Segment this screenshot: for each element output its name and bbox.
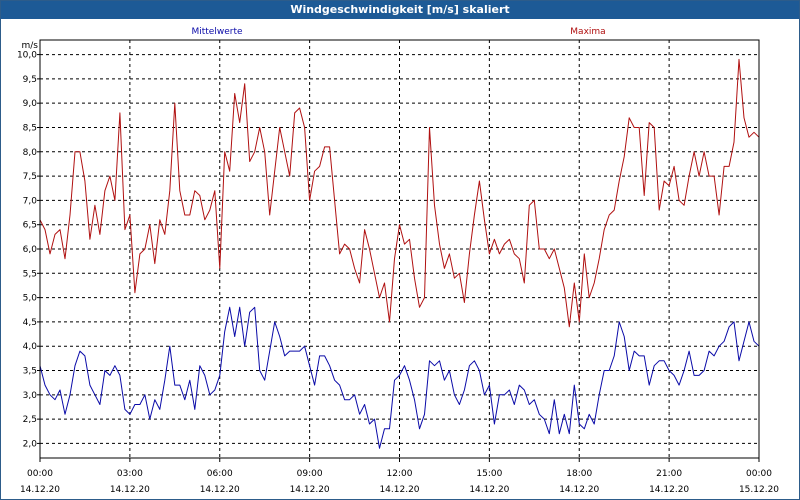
y-tick-label: 7,0 <box>23 196 38 206</box>
x-tick-time-label: 00:00 <box>746 469 772 479</box>
y-tick-label: 3,5 <box>23 367 37 377</box>
y-tick-label: 4,5 <box>23 318 37 328</box>
x-axis: 00:00 14.12.20 03:00 14.12.20 06:00 14.12.20 0… <box>20 458 779 495</box>
x-tick-time-label: 09:00 <box>297 469 323 479</box>
x-tick-date-label: 14.12.20 <box>559 485 599 495</box>
x-tick-time-label: 00:00 <box>27 469 53 479</box>
y-tick-label: 4,0 <box>23 342 38 352</box>
y-tick-label: 8,0 <box>23 148 38 158</box>
x-tick-time-label: 06:00 <box>207 469 233 479</box>
series-layer <box>39 58 760 449</box>
window-title: Windgeschwindigkeit [m/s] skaliert <box>1 1 799 19</box>
y-tick-label: 6,5 <box>23 221 37 231</box>
y-axis-unit-label: m/s <box>22 41 39 51</box>
legend-mittelwerte: Mittelwerte <box>191 27 242 37</box>
y-tick-label: 2,5 <box>23 415 37 425</box>
grid <box>40 40 759 458</box>
x-tick-date-label: 14.12.20 <box>379 485 419 495</box>
y-tick-label: 10,0 <box>17 51 37 61</box>
x-tick-time-label: 03:00 <box>117 469 143 479</box>
x-tick-date-label: 14.12.20 <box>200 485 240 495</box>
x-tick-date-label: 14.12.20 <box>290 485 330 495</box>
y-tick-label: 7,5 <box>23 172 37 182</box>
x-tick-time-label: 21:00 <box>656 469 682 479</box>
y-tick-label: 5,0 <box>23 294 38 304</box>
x-tick-date-label: 15.12.20 <box>739 485 779 495</box>
legend-maxima: Maxima <box>570 27 605 37</box>
series-line-maxima <box>39 58 760 328</box>
x-tick-date-label: 14.12.20 <box>649 485 689 495</box>
x-tick-date-label: 14.12.20 <box>20 485 60 495</box>
y-tick-label: 2,0 <box>23 439 38 449</box>
y-tick-label: 8,5 <box>23 123 37 133</box>
y-axis: 2,0 2,5 3,0 3,5 4,0 4,5 5,0 5,5 6,0 6,5 7,0 7,5 8,0 8… <box>17 51 40 449</box>
y-tick-label: 9,0 <box>23 99 38 109</box>
x-tick-time-label: 15:00 <box>476 469 502 479</box>
y-tick-label: 6,0 <box>23 245 38 255</box>
x-tick-date-label: 14.12.20 <box>469 485 509 495</box>
y-tick-label: 9,5 <box>23 75 37 85</box>
x-tick-time-label: 12:00 <box>387 469 413 479</box>
series-line-mittelwerte <box>39 306 760 449</box>
y-tick-label: 3,0 <box>23 391 38 401</box>
y-tick-label: 5,5 <box>23 269 37 279</box>
x-tick-date-label: 14.12.20 <box>110 485 150 495</box>
x-tick-time-label: 18:00 <box>566 469 592 479</box>
